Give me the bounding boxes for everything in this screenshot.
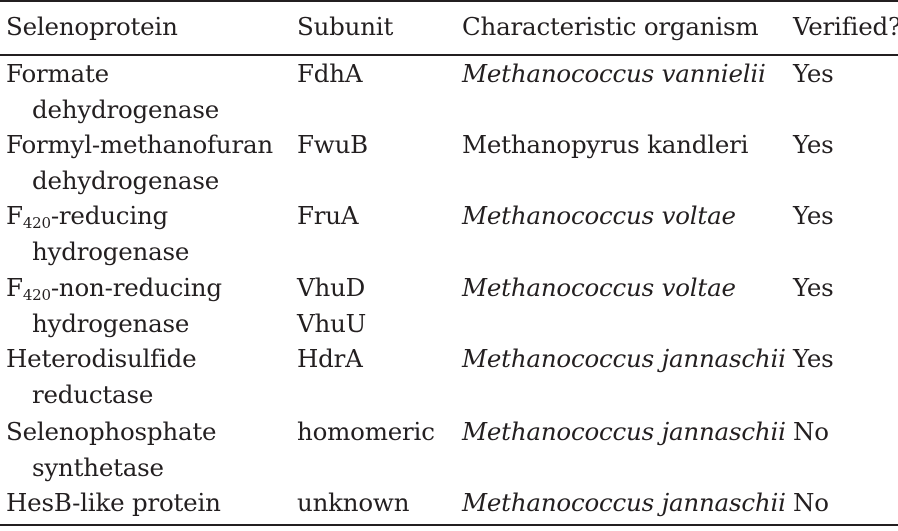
verified: Yes: [793, 130, 834, 159]
verified: No: [793, 417, 829, 446]
protein-name-cont: dehydrogenase: [32, 166, 219, 195]
protein-name-cont: hydrogenase: [32, 309, 190, 338]
table-bottom-rule: [0, 524, 898, 526]
organism: Methanopyrus kandleri: [462, 130, 749, 159]
organism: Methanococcus voltae: [462, 201, 736, 230]
organism: Methanococcus jannaschii: [462, 488, 786, 517]
protein-name: Formyl-methanofuran: [6, 130, 273, 159]
verified: Yes: [793, 59, 834, 88]
protein-name-rest: -reducing: [50, 201, 169, 230]
protein-name-cont: dehydrogenase: [32, 95, 219, 124]
verified: Yes: [793, 273, 834, 302]
subunit: FwuB: [297, 130, 368, 159]
protein-prefix: F: [6, 201, 23, 230]
protein-prefix: F: [6, 273, 23, 302]
protein-name: F420-non-reducing: [6, 270, 222, 306]
protein-name: Heterodisulfide: [6, 344, 197, 373]
protein-name-cont: synthetase: [32, 453, 164, 482]
protein-name: HesB-like protein: [6, 488, 221, 517]
protein-name: Formate: [6, 59, 109, 88]
subunit: FruA: [297, 201, 359, 230]
protein-name-cont: reductase: [32, 380, 154, 409]
header-selenoprotein: Selenoprotein: [6, 12, 178, 41]
table-header-rule: [0, 54, 898, 56]
verified: Yes: [793, 344, 834, 373]
organism: Methanococcus voltae: [462, 273, 736, 302]
protein-name-rest: -non-reducing: [50, 273, 222, 302]
subunit-cont: VhuU: [297, 309, 367, 338]
protein-subscript: 420: [22, 286, 51, 304]
subunit: FdhA: [297, 59, 363, 88]
protein-name-cont: hydrogenase: [32, 237, 190, 266]
organism: Methanococcus jannaschii: [462, 344, 786, 373]
verified: No: [793, 488, 829, 517]
verified: Yes: [793, 201, 834, 230]
protein-name: Selenophosphate: [6, 417, 217, 446]
protein-subscript: 420: [22, 214, 51, 232]
subunit: VhuD: [297, 273, 366, 302]
subunit: unknown: [297, 488, 410, 517]
header-subunit: Subunit: [297, 12, 394, 41]
organism: Methanococcus vannielii: [462, 59, 766, 88]
organism: Methanococcus jannaschii: [462, 417, 786, 446]
subunit: homomeric: [297, 417, 435, 446]
header-verified: Verified?: [793, 12, 898, 41]
header-organism: Characteristic organism: [462, 12, 759, 41]
subunit: HdrA: [297, 344, 363, 373]
table-top-rule: [0, 0, 898, 2]
protein-name: F420-reducing: [6, 198, 168, 234]
